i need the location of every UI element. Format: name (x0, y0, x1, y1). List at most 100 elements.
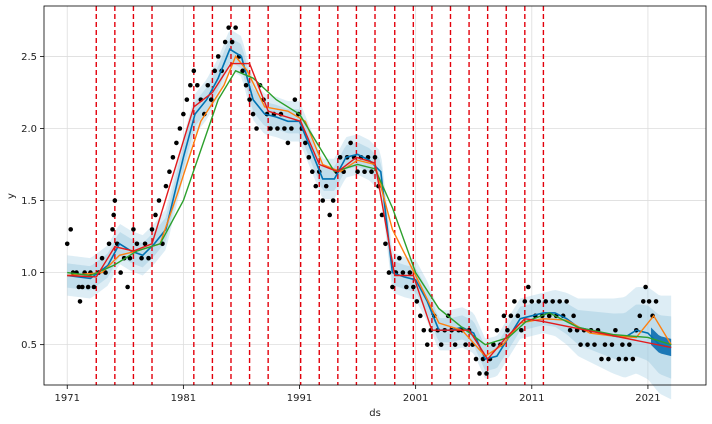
observation-point (91, 284, 97, 290)
observation-point (564, 299, 569, 304)
observation-point (327, 212, 333, 218)
observation-point (424, 342, 430, 347)
observation-point (623, 356, 629, 362)
observation-point (134, 241, 140, 247)
observation-point (112, 198, 118, 203)
x-tick-label: 1981 (171, 393, 196, 404)
observation-point (215, 54, 221, 59)
observation-point (362, 169, 367, 175)
x-tick-label: 2001 (403, 393, 428, 404)
observation-point (550, 299, 555, 304)
forecast-series (67, 48, 672, 361)
observation-point (543, 299, 549, 304)
observation-point (250, 111, 256, 117)
observation-point (243, 82, 249, 88)
observation-point (142, 241, 148, 247)
observation-point (177, 126, 183, 131)
observation-point (174, 140, 179, 146)
observation-point (125, 284, 130, 290)
observation-point (578, 342, 583, 347)
observation-point (519, 327, 524, 333)
observation-point (306, 155, 312, 160)
y-tick-label: 1.5 (21, 196, 37, 207)
observation-point (522, 299, 528, 304)
uncertainty-band (67, 29, 672, 400)
y-axis: 0.5 1.0 1.5 2.0 2.5 (21, 52, 44, 351)
observation-point (226, 25, 231, 30)
observation-point (386, 270, 392, 275)
observation-point (149, 227, 155, 232)
observation-point (127, 255, 133, 261)
observation-point (411, 284, 416, 290)
observation-point (473, 356, 479, 362)
observation-point (526, 284, 531, 290)
y-tick-label: 2.0 (21, 124, 37, 135)
observation-point (309, 169, 315, 175)
observation-point (289, 126, 294, 131)
observation-point (167, 169, 172, 175)
observation-point (153, 212, 158, 218)
observation-point (620, 342, 625, 347)
observation-point (417, 313, 423, 319)
observation-point (163, 183, 169, 189)
observation-point (208, 97, 214, 102)
observation-point (383, 241, 388, 247)
observation-point (484, 371, 489, 376)
observation-point (292, 97, 298, 102)
observation-point (106, 241, 112, 247)
observation-point (567, 327, 573, 333)
observation-point (131, 227, 136, 232)
x-tick-label: 1991 (287, 393, 312, 404)
observation-point (268, 126, 273, 131)
observation-point (627, 342, 632, 347)
observation-point (404, 284, 409, 290)
y-axis-label: y (6, 193, 17, 199)
observation-point (103, 270, 108, 275)
plot-frame (43, 5, 707, 386)
observation-point (630, 356, 636, 362)
observation-point (646, 299, 652, 304)
x-tick-label: 2021 (635, 393, 660, 404)
observation-point (233, 25, 238, 30)
observation-point (282, 126, 287, 131)
observation-point (463, 342, 468, 347)
observation-point (592, 342, 597, 347)
observation-point (320, 198, 326, 203)
series-line (67, 55, 672, 358)
observation-point (275, 126, 280, 131)
observation-point (348, 140, 353, 146)
observation-point (491, 342, 496, 347)
observation-point (508, 313, 514, 319)
observation-point (512, 299, 517, 304)
observation-point (156, 198, 162, 203)
observation-point (494, 327, 500, 333)
observation-point (99, 255, 105, 261)
observation-point (110, 227, 115, 232)
observation-point (303, 140, 308, 146)
series-line (67, 69, 672, 346)
y-tick-label: 0.5 (21, 340, 37, 351)
observation-point (330, 198, 336, 203)
observation-point (477, 371, 482, 376)
observation-point (240, 68, 245, 74)
observation-point (400, 270, 406, 275)
observation-point (372, 155, 378, 160)
observation-point (181, 111, 186, 117)
observation-point (421, 327, 427, 333)
y-tick-label: 2.5 (21, 52, 37, 63)
observation-point (606, 356, 611, 362)
observation-point (452, 342, 458, 347)
observation-point (571, 313, 576, 319)
observation-point (379, 212, 385, 218)
observation-point (529, 299, 535, 304)
observation-point (247, 97, 252, 102)
observation-point (337, 155, 343, 160)
observation-point (613, 327, 618, 333)
observation-point (146, 255, 151, 261)
y-tick-label: 1.0 (21, 268, 37, 279)
observation-point (602, 342, 608, 347)
observation-point (515, 313, 521, 319)
observation-point (111, 212, 116, 218)
observation-point (68, 227, 74, 232)
